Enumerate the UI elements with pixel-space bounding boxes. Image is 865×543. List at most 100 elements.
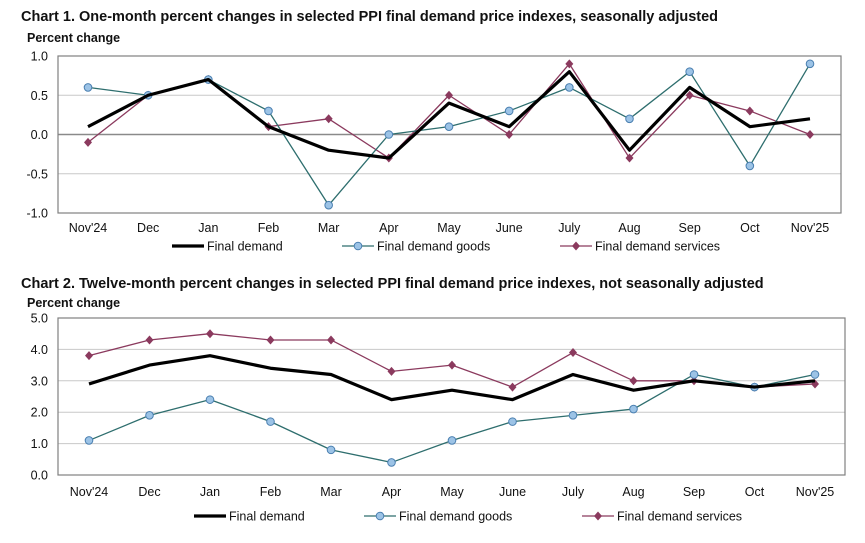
x-tick-label: July — [558, 221, 581, 235]
series-line-0 — [87, 70, 811, 160]
y-tick-label: 4.0 — [31, 343, 48, 357]
data-point-services — [565, 59, 574, 69]
x-tick-label: Apr — [382, 485, 401, 499]
y-tick-label: 2.0 — [31, 406, 48, 420]
data-point-services — [266, 335, 275, 345]
data-point-goods — [629, 404, 638, 414]
data-point-goods — [625, 114, 634, 124]
data-point-goods — [805, 59, 815, 69]
y-tick-label: 0.5 — [31, 89, 48, 103]
data-point-services — [85, 351, 93, 361]
chart1: 1.0 0.5 0.0 -0.5 -1.0 Nov'24 Dec Jan Feb Mar Apr Ma… — [26, 50, 842, 254]
x-tick-label: Dec — [138, 485, 160, 499]
data-point-goods — [205, 395, 215, 404]
x-tick-label: Nov'25 — [796, 485, 835, 499]
y-tick-label: 0.0 — [31, 128, 48, 142]
data-point-goods — [447, 436, 457, 445]
x-tick-label: Sep — [679, 221, 701, 235]
data-point-goods — [324, 200, 333, 210]
data-point-goods — [384, 130, 394, 139]
x-tick-label: Jan — [198, 221, 218, 235]
y-tick-label: 5.0 — [31, 312, 48, 326]
data-point-services — [324, 114, 333, 124]
data-point-goods — [685, 67, 694, 76]
data-point-goods — [266, 417, 275, 426]
legend-marker-services — [572, 241, 580, 251]
x-tick-label: Oct — [745, 485, 765, 499]
data-point-services — [387, 366, 396, 376]
x-tick-label: Jan — [200, 485, 220, 499]
data-point-goods — [689, 370, 699, 379]
x-tick-label: Apr — [379, 221, 398, 235]
y-tick-label: -1.0 — [26, 207, 48, 221]
data-point-goods — [508, 417, 517, 426]
data-point-goods — [264, 106, 273, 116]
data-point-services — [445, 90, 453, 100]
data-point-services — [206, 329, 214, 339]
plot-frame — [57, 317, 846, 476]
plot-frame — [57, 55, 842, 214]
chart2-title: Chart 2. Twelve-month percent changes in… — [21, 276, 764, 292]
data-point-goods — [84, 436, 94, 445]
legend-marker-services — [594, 511, 602, 521]
legend-marker-goods — [375, 511, 385, 521]
legend-label: Final demand goods — [377, 240, 490, 254]
y-tick-label: 0.0 — [31, 469, 48, 483]
data-point-goods — [745, 161, 755, 171]
chart1-ylabel: Percent change — [27, 31, 121, 45]
legend-label: Final demand goods — [399, 510, 512, 524]
series-line-2 — [87, 63, 811, 159]
x-tick-label: Nov'24 — [69, 221, 108, 235]
x-tick-label: Dec — [137, 221, 159, 235]
data-point-services — [745, 106, 754, 116]
series-line-2 — [88, 333, 816, 388]
legend-label: Final demand — [207, 240, 283, 254]
data-point-services — [629, 376, 638, 386]
x-tick-label: May — [440, 485, 464, 499]
legend-label: Final demand services — [617, 510, 742, 524]
x-tick-label: Nov'24 — [70, 485, 109, 499]
x-tick-label: Feb — [260, 485, 282, 499]
x-tick-label: Nov'25 — [791, 221, 830, 235]
chart1-title: Chart 1. One-month percent changes in se… — [21, 9, 719, 25]
chart2-ylabel: Percent change — [27, 296, 121, 310]
data-point-goods — [444, 122, 454, 131]
data-point-services — [625, 153, 634, 163]
data-point-services — [505, 130, 514, 139]
data-point-goods — [568, 411, 578, 420]
series-line-0 — [88, 354, 816, 402]
legend-label: Final demand services — [595, 240, 720, 254]
data-point-goods — [387, 458, 396, 467]
data-point-services — [448, 360, 456, 370]
x-tick-label: June — [496, 221, 523, 235]
data-point-goods — [810, 370, 820, 379]
x-tick-label: May — [437, 221, 461, 235]
data-point-services — [508, 382, 517, 392]
data-point-services — [327, 335, 335, 345]
data-point-services — [806, 130, 814, 139]
series-line-1 — [88, 373, 816, 464]
data-point-goods — [83, 83, 93, 92]
data-point-services — [685, 90, 694, 100]
x-tick-label: Oct — [740, 221, 760, 235]
x-tick-label: Aug — [618, 221, 640, 235]
x-tick-label: Aug — [622, 485, 644, 499]
data-point-goods — [326, 445, 336, 455]
data-point-goods — [504, 106, 514, 116]
x-tick-label: Mar — [320, 485, 342, 499]
y-tick-label: 1.0 — [31, 50, 48, 64]
legend-marker-goods — [353, 241, 363, 251]
x-tick-label: Feb — [258, 221, 280, 235]
y-tick-label: 3.0 — [31, 374, 48, 388]
x-tick-label: Sep — [683, 485, 705, 499]
data-point-goods — [565, 83, 574, 92]
y-tick-label: -0.5 — [26, 167, 48, 181]
chart2: 5.0 4.0 3.0 2.0 1.0 0.0 Nov'24 Dec Jan Feb Mar Apr M… — [31, 312, 846, 524]
data-point-goods — [145, 411, 154, 420]
data-point-services — [569, 348, 577, 358]
legend-label: Final demand — [229, 510, 305, 524]
data-point-services — [145, 335, 154, 345]
data-point-services — [84, 137, 92, 147]
x-tick-label: June — [499, 485, 526, 499]
y-tick-label: 1.0 — [31, 437, 48, 451]
